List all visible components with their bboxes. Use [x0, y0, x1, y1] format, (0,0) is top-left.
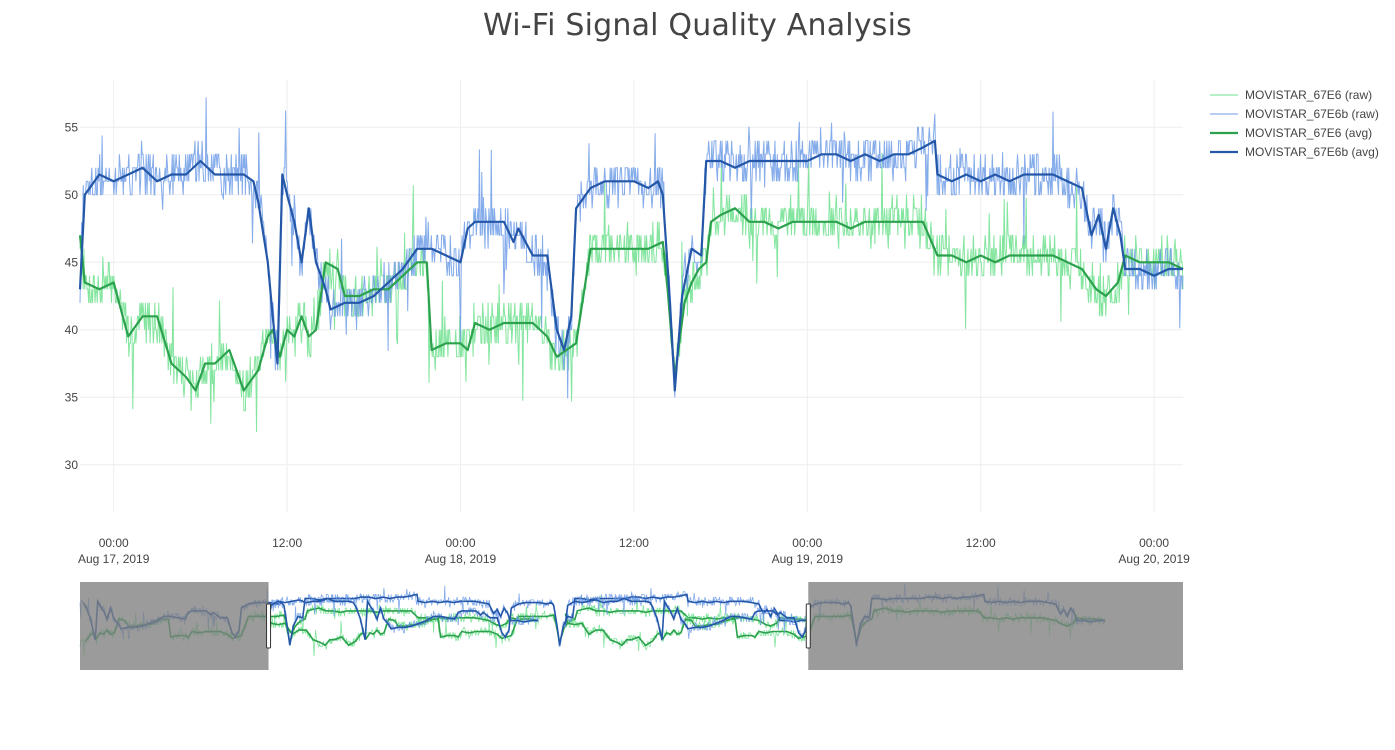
y-tick-label: 55 [65, 120, 79, 134]
slider-raw-line [268, 595, 809, 657]
avg-series-line [78, 139, 1183, 392]
x-tick-label: 00:00 [99, 536, 129, 550]
y-tick-label: 50 [65, 188, 79, 202]
x-tick-date: Aug 18, 2019 [425, 552, 497, 566]
slider-avg-line [267, 593, 809, 646]
avg-series-line [78, 207, 1184, 392]
avg-series [78, 139, 1184, 392]
x-tick-date: Aug 20, 2019 [1118, 552, 1190, 566]
x-tick-label: 12:00 [966, 536, 996, 550]
legend-label: MOVISTAR_67E6b (raw) [1245, 107, 1379, 121]
x-tick-date: Aug 17, 2019 [78, 552, 150, 566]
x-tick-label: 12:00 [272, 536, 302, 550]
x-tick-label: 00:00 [792, 536, 822, 550]
legend[interactable]: MOVISTAR_67E6 (raw) MOVISTAR_67E6b (raw) M… [1210, 88, 1379, 159]
range-slider-handle-left[interactable] [266, 603, 272, 649]
range-slider-handle-right[interactable] [805, 603, 811, 649]
y-tick-label: 40 [65, 323, 79, 337]
x-tick-label: 12:00 [619, 536, 649, 550]
range-slider-mask-right [808, 582, 1183, 670]
x-tick-label: 00:00 [445, 536, 475, 550]
raw-series [79, 97, 1184, 433]
y-axis-ticks: 30 35 40 45 50 55 [65, 120, 79, 472]
y-tick-label: 35 [65, 390, 79, 404]
y-tick-label: 30 [65, 458, 79, 472]
raw-series-line [79, 97, 1184, 399]
range-slider[interactable] [79, 582, 1183, 670]
y-tick-label: 45 [65, 255, 79, 269]
legend-label: MOVISTAR_67E6 (raw) [1245, 88, 1372, 102]
x-tick-date: Aug 19, 2019 [772, 552, 844, 566]
chart-title: Wi-Fi Signal Quality Analysis [483, 8, 912, 43]
legend-label: MOVISTAR_67E6 (avg) [1245, 126, 1372, 140]
x-axis-ticks: 00:00 Aug 17, 2019 12:00 00:00 Aug 18, 2019 1… [78, 536, 1190, 566]
x-tick-label: 00:00 [1139, 536, 1169, 550]
range-slider-mask-left [80, 582, 269, 670]
legend-label: MOVISTAR_67E6b (avg) [1245, 145, 1379, 159]
gridlines [80, 80, 1183, 512]
